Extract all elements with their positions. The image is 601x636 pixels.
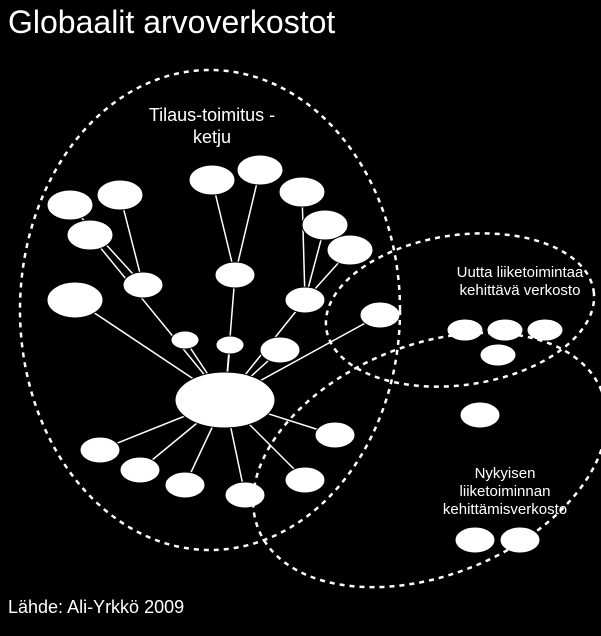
node	[171, 331, 199, 349]
cluster3-label: Nykyisen liiketoiminnan kehittämisverkos…	[420, 465, 590, 519]
node	[67, 220, 113, 250]
source-text: Lähde: Ali-Yrkkö 2009	[8, 597, 184, 618]
node	[80, 437, 120, 463]
node	[360, 302, 400, 328]
node	[225, 482, 265, 508]
node	[285, 287, 325, 313]
node	[123, 272, 163, 298]
node	[47, 190, 93, 220]
edge	[235, 170, 260, 275]
edge	[302, 192, 305, 300]
cluster2-label: Uutta liiketoimintaa kehittävä verkosto	[435, 264, 601, 300]
node	[480, 344, 516, 366]
node	[447, 319, 483, 341]
node	[302, 210, 348, 240]
node	[120, 457, 160, 483]
node	[487, 319, 523, 341]
node	[285, 467, 325, 493]
node	[237, 155, 283, 185]
node	[216, 336, 244, 354]
node	[460, 402, 500, 428]
node	[165, 472, 205, 498]
node	[260, 337, 300, 363]
cluster1-label: Tilaus-toimitus - ketju	[122, 105, 302, 148]
node	[215, 262, 255, 288]
node	[47, 282, 103, 318]
node	[455, 527, 495, 553]
diagram-container: Globaalit arvoverkostot Tilaus-toimitus …	[0, 0, 601, 636]
node	[189, 165, 235, 195]
node	[315, 422, 355, 448]
node	[327, 235, 373, 265]
network-svg	[0, 0, 601, 636]
node	[175, 372, 275, 428]
node	[97, 180, 143, 210]
node	[279, 177, 325, 207]
node	[500, 527, 540, 553]
